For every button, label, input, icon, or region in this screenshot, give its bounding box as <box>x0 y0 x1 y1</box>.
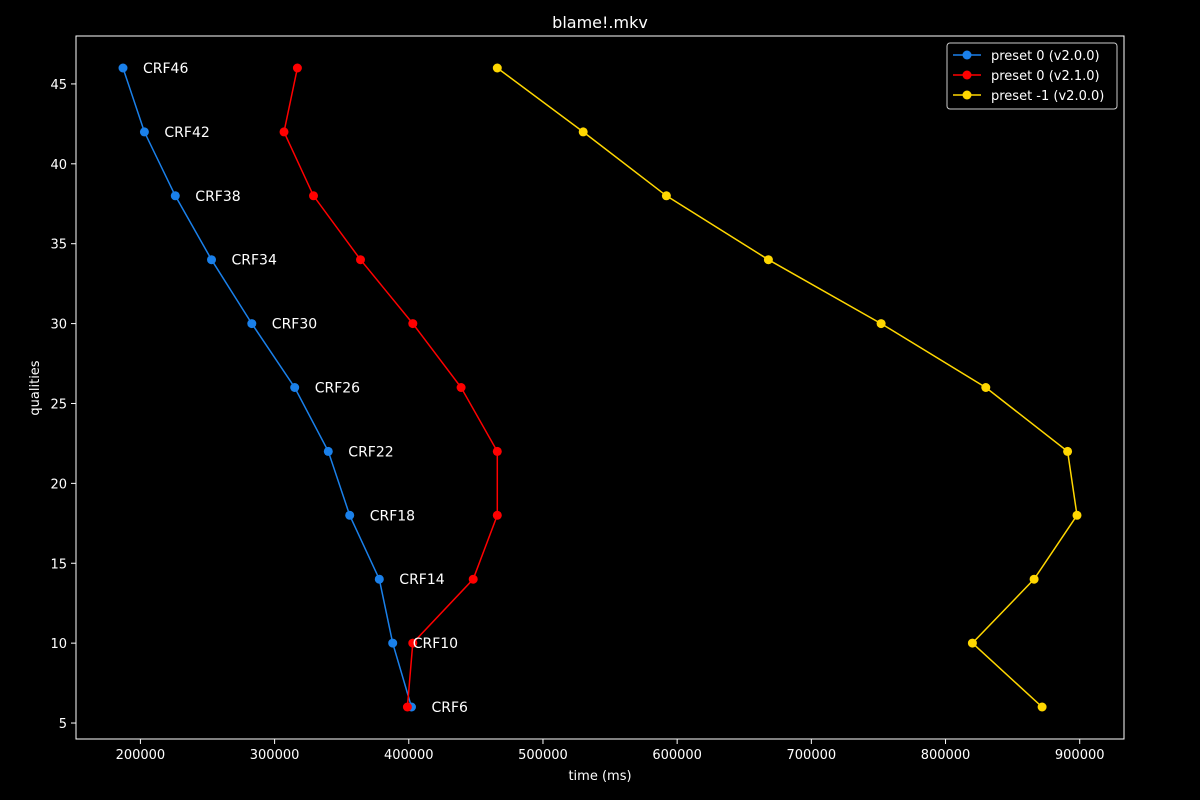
y-tick-label: 20 <box>50 477 67 492</box>
data-point <box>374 574 384 584</box>
y-tick-label: 30 <box>50 318 67 333</box>
y-tick-label: 35 <box>50 238 67 253</box>
data-point <box>207 255 216 265</box>
y-tick-label: 40 <box>50 158 67 173</box>
data-point <box>1029 574 1039 584</box>
legend-label: preset 0 (v2.0.0) <box>991 49 1100 64</box>
annotation-label: CRF46 <box>143 61 188 77</box>
x-tick-label: 200000 <box>116 748 166 763</box>
data-point <box>388 638 398 648</box>
annotation-label: CRF6 <box>432 700 469 716</box>
data-point <box>356 255 365 265</box>
data-point <box>139 127 149 137</box>
data-point <box>661 191 671 201</box>
x-tick-label: 300000 <box>250 748 300 763</box>
annotation-label: CRF42 <box>164 125 209 141</box>
y-axis-label: qualities <box>28 360 43 415</box>
data-point <box>402 702 412 712</box>
x-tick-label: 500000 <box>518 748 568 763</box>
data-point <box>763 255 773 265</box>
chart-title: blame!.mkv <box>552 13 648 32</box>
legend-marker <box>962 90 972 100</box>
data-point <box>1063 446 1073 456</box>
data-point <box>309 191 318 201</box>
data-point <box>408 638 418 648</box>
legend-box <box>946 42 1118 110</box>
data-point <box>1037 702 1047 712</box>
x-axis-label: time (ms) <box>568 769 631 784</box>
axes-frame <box>75 35 1125 740</box>
data-point <box>323 446 333 456</box>
data-point <box>1072 510 1082 520</box>
annotation-label: CRF26 <box>315 381 360 397</box>
plot-area: CRF46 CRF42 CRF38 CRF34 CRF30 CRF26 CRF22 CRF18… <box>118 61 1082 716</box>
annotation-label: CRF22 <box>348 444 393 460</box>
y-tick-label: 45 <box>50 78 67 93</box>
data-point <box>967 638 977 648</box>
legend-marker <box>962 50 972 60</box>
axis-ticks: 200000 300000 400000 500000 600000 700000 8000… <box>50 78 1104 763</box>
y-tick-label: 5 <box>59 717 67 732</box>
legend: preset 0 (v2.0.0) preset 0 (v2.1.0) preset… <box>946 42 1118 110</box>
annotation-label: CRF14 <box>399 572 444 588</box>
data-point <box>492 510 502 520</box>
data-point <box>290 383 300 392</box>
data-point <box>981 383 991 392</box>
x-tick-label: 900000 <box>1055 748 1105 763</box>
legend-label: preset -1 (v2.0.0) <box>991 89 1104 104</box>
data-point <box>247 319 257 329</box>
data-point <box>118 63 128 73</box>
annotation-label: CRF18 <box>370 508 415 524</box>
data-point <box>492 63 502 73</box>
annotation-label: CRF10 <box>413 636 458 652</box>
y-tick-label: 25 <box>50 397 67 412</box>
annotation-label: CRF34 <box>232 253 277 269</box>
y-tick-label: 15 <box>50 557 67 572</box>
data-point <box>876 319 886 329</box>
x-tick-label: 800000 <box>921 748 971 763</box>
data-point <box>345 510 355 520</box>
data-point <box>468 574 478 584</box>
annotation-label: CRF30 <box>272 317 317 333</box>
data-point <box>456 383 466 392</box>
data-point <box>279 127 289 137</box>
data-point <box>408 319 418 329</box>
data-point <box>292 63 302 73</box>
x-tick-label: 400000 <box>384 748 434 763</box>
legend-label: preset 0 (v2.1.0) <box>991 69 1100 84</box>
data-point <box>492 446 502 456</box>
annotation-label: CRF38 <box>195 189 240 205</box>
x-tick-label: 700000 <box>787 748 837 763</box>
legend-marker <box>962 70 972 80</box>
data-point <box>170 191 180 201</box>
data-point <box>578 127 588 137</box>
y-tick-label: 10 <box>50 637 67 652</box>
x-tick-label: 600000 <box>652 748 702 763</box>
